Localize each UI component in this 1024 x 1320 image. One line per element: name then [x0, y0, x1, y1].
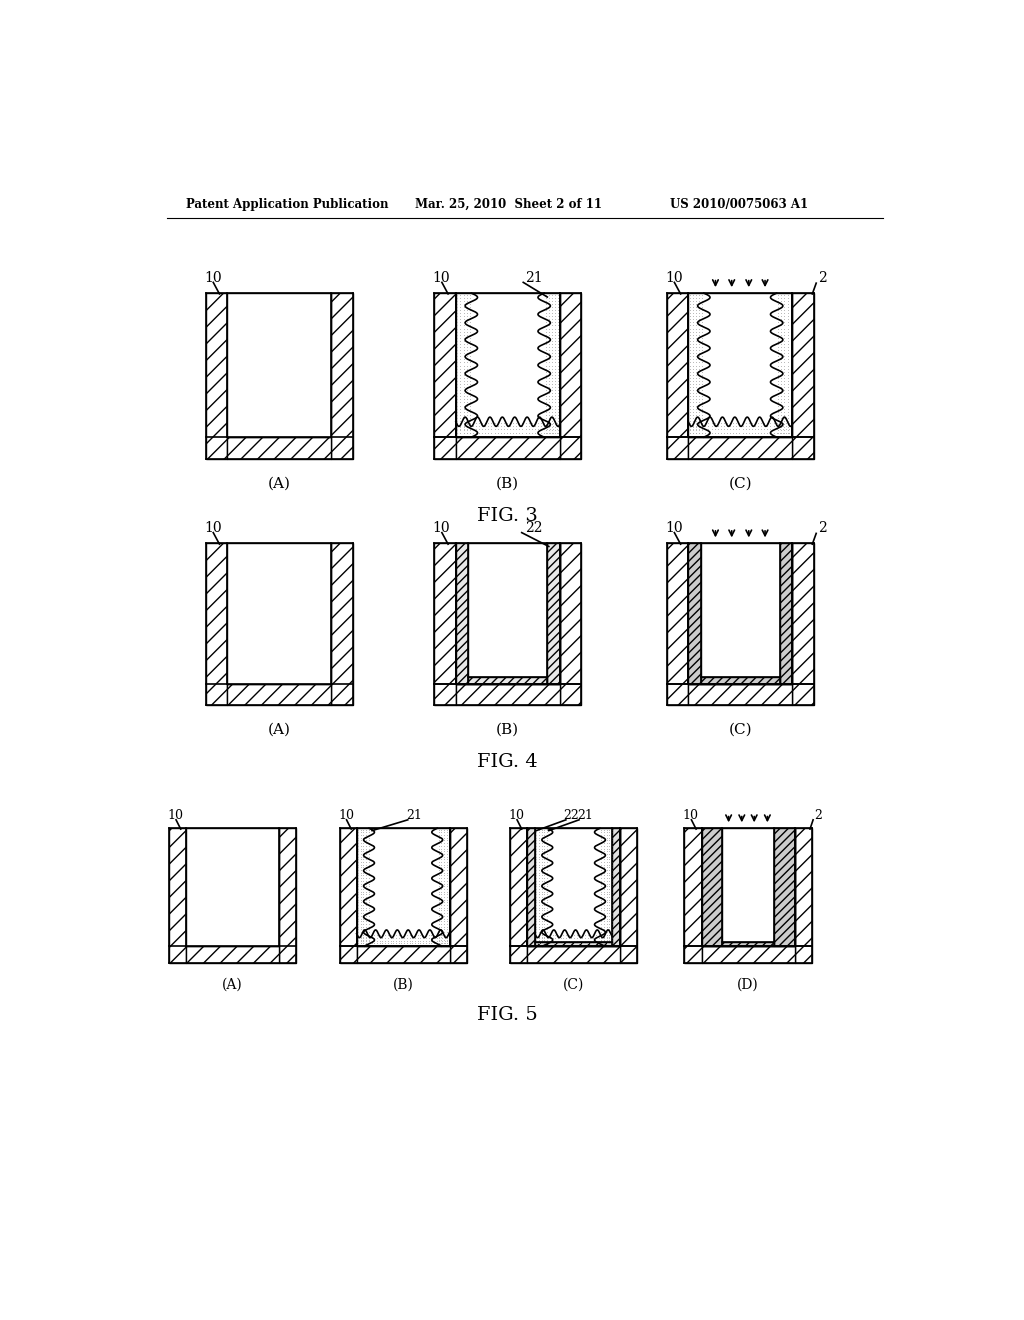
Bar	[684, 829, 701, 964]
Text: 10: 10	[665, 271, 683, 285]
Text: FIG. 5: FIG. 5	[477, 1006, 539, 1024]
Bar	[331, 544, 352, 705]
Bar	[186, 829, 280, 946]
Bar	[793, 544, 814, 705]
Text: 10: 10	[204, 271, 221, 285]
Text: 21: 21	[407, 809, 422, 822]
Text: 10: 10	[338, 809, 354, 822]
Text: 2: 2	[818, 521, 826, 535]
Text: 10: 10	[665, 521, 683, 535]
Bar	[206, 544, 227, 705]
Bar	[434, 293, 456, 459]
Bar	[701, 946, 795, 964]
Bar	[795, 829, 812, 964]
Bar	[560, 293, 582, 459]
Text: (C): (C)	[563, 978, 585, 991]
Text: FIG. 4: FIG. 4	[477, 754, 539, 771]
Text: FIG. 3: FIG. 3	[477, 507, 539, 524]
Bar	[527, 829, 621, 946]
Text: (B): (B)	[392, 978, 414, 991]
Bar	[456, 544, 468, 684]
Bar	[227, 437, 331, 459]
Bar	[527, 946, 621, 964]
Text: 22: 22	[524, 521, 543, 535]
Bar	[456, 437, 560, 459]
Text: (B): (B)	[497, 723, 519, 737]
Bar	[206, 293, 227, 459]
Bar	[793, 293, 814, 459]
Bar	[701, 829, 722, 946]
Text: 10: 10	[204, 521, 221, 535]
Bar	[468, 677, 547, 684]
Bar	[456, 293, 560, 437]
Bar	[356, 829, 450, 946]
Bar	[621, 829, 637, 964]
Bar	[280, 829, 296, 964]
Bar	[450, 829, 467, 964]
Text: (A): (A)	[267, 723, 291, 737]
Bar	[700, 677, 779, 684]
Text: (D): (D)	[737, 978, 759, 991]
Bar	[779, 544, 793, 684]
Text: 22: 22	[563, 809, 579, 822]
Text: 2: 2	[818, 271, 826, 285]
Text: 10: 10	[683, 809, 699, 822]
Bar	[169, 829, 186, 964]
Bar	[527, 829, 535, 946]
Bar	[774, 829, 795, 946]
Text: 10: 10	[432, 271, 451, 285]
Bar	[227, 544, 331, 684]
Text: (B): (B)	[497, 477, 519, 490]
Text: (A): (A)	[222, 978, 243, 991]
Text: (C): (C)	[728, 477, 752, 490]
Bar	[612, 829, 621, 946]
Bar	[688, 544, 793, 684]
Text: (A): (A)	[267, 477, 291, 490]
Bar	[667, 544, 688, 705]
Bar	[560, 544, 582, 705]
Text: Mar. 25, 2010  Sheet 2 of 11: Mar. 25, 2010 Sheet 2 of 11	[415, 198, 602, 211]
Text: US 2010/0075063 A1: US 2010/0075063 A1	[671, 198, 809, 211]
Bar	[547, 544, 560, 684]
Text: 2: 2	[815, 809, 822, 822]
Bar	[456, 544, 560, 684]
Bar	[510, 829, 527, 964]
Text: 10: 10	[168, 809, 183, 822]
Bar	[688, 544, 700, 684]
Bar	[186, 946, 280, 964]
Text: 21: 21	[524, 271, 543, 285]
Text: 21: 21	[578, 809, 593, 822]
Bar	[722, 942, 774, 946]
Bar	[688, 437, 793, 459]
Bar	[535, 942, 612, 946]
Bar	[688, 684, 793, 705]
Bar	[667, 293, 688, 459]
Bar	[456, 684, 560, 705]
Bar	[434, 544, 456, 705]
Bar	[701, 829, 795, 946]
Bar	[688, 293, 793, 437]
Bar	[340, 829, 356, 964]
Text: 10: 10	[509, 809, 524, 822]
Text: Patent Application Publication: Patent Application Publication	[186, 198, 389, 211]
Text: (C): (C)	[728, 723, 752, 737]
Text: 10: 10	[432, 521, 451, 535]
Bar	[356, 946, 450, 964]
Bar	[227, 684, 331, 705]
Bar	[331, 293, 352, 459]
Bar	[227, 293, 331, 437]
